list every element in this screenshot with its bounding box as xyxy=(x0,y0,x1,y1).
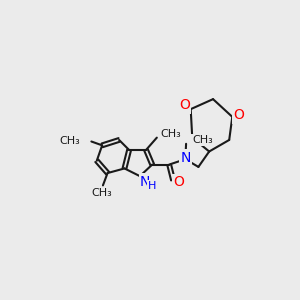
Text: CH₃: CH₃ xyxy=(60,136,81,146)
Text: H: H xyxy=(148,181,156,191)
Text: O: O xyxy=(174,175,184,189)
Text: CH₃: CH₃ xyxy=(161,129,182,139)
Text: N: N xyxy=(140,175,151,188)
Text: CH₃: CH₃ xyxy=(192,135,213,145)
Text: O: O xyxy=(179,98,190,112)
Text: CH₃: CH₃ xyxy=(91,188,112,198)
Text: O: O xyxy=(233,108,244,122)
Text: N: N xyxy=(180,151,190,165)
